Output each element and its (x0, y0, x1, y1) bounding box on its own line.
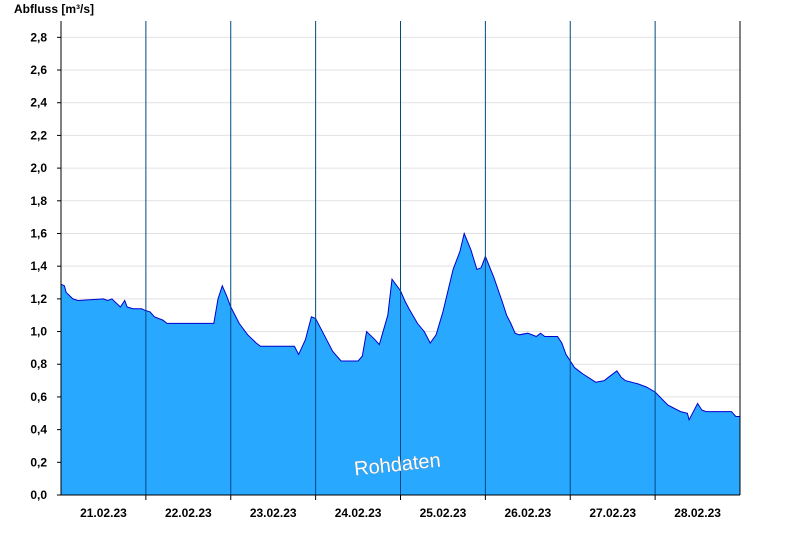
y-tick-label: 1,8 (30, 194, 47, 208)
x-tick-label: 27.02.23 (589, 506, 636, 520)
x-tick-label: 21.02.23 (80, 506, 127, 520)
y-tick-label: 0,4 (30, 423, 47, 437)
y-tick-label: 2,4 (30, 96, 47, 110)
y-tick-label: 1,4 (30, 259, 47, 273)
y-tick-label: 1,0 (30, 325, 47, 339)
day-separator-lines (145, 21, 656, 495)
y-tick-label: 2,6 (30, 63, 47, 77)
y-axis-ticks: 0,0 0,2 0,4 0,6 0,8 1,0 1,2 1,4 1,6 1,8 2,0 2,2 2,4 2… (30, 30, 61, 502)
y-tick-label: 1,2 (30, 292, 47, 306)
discharge-line (60, 231, 740, 422)
y-tick-label: 0,8 (30, 357, 47, 371)
x-tick-label: 25.02.23 (420, 506, 467, 520)
x-tick-label: 28.02.23 (674, 506, 721, 520)
x-tick-label: 26.02.23 (504, 506, 551, 520)
y-tick-label: 0,2 (30, 455, 47, 469)
x-tick-label: 24.02.23 (335, 506, 382, 520)
y-tick-label: 0,0 (30, 488, 47, 502)
y-axis-title: Abfluss [m³/s] (14, 2, 94, 16)
y-tick-label: 1,6 (30, 226, 47, 240)
y-tick-label: 2,8 (30, 30, 47, 44)
y-tick-label: 2,0 (30, 161, 47, 175)
y-tick-label: 2,2 (30, 128, 47, 142)
x-tick-label: 23.02.23 (250, 506, 297, 520)
x-axis-ticks: 21.02.23 22.02.23 23.02.23 24.02.23 25.02.23… (80, 495, 721, 520)
y-tick-label: 0,6 (30, 390, 47, 404)
x-tick-label: 22.02.23 (165, 506, 212, 520)
